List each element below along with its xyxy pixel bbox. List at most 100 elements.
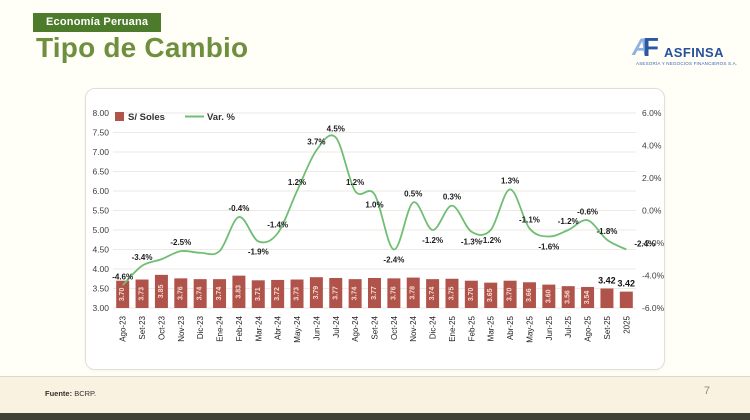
var-label: -1.2% — [422, 236, 443, 245]
bar-Abr-25 — [503, 280, 517, 308]
var-label: 3.7% — [307, 137, 325, 146]
x-label: Abr-24 — [274, 315, 283, 340]
bar-value: 3.60 — [545, 289, 552, 303]
x-label: Nov-24 — [409, 315, 418, 341]
var-label: -2.4% — [383, 256, 404, 265]
x-label: Jul-24 — [332, 315, 341, 337]
bar-value: 3.73 — [139, 287, 146, 301]
x-label: Set-25 — [603, 315, 612, 339]
var-label: -2.5% — [170, 238, 191, 247]
bar-Set-23 — [135, 279, 149, 308]
bar-Dic-24 — [426, 279, 440, 308]
x-label: May-25 — [525, 315, 534, 342]
x-label: Mar-25 — [487, 315, 496, 341]
x-label: May-24 — [293, 315, 302, 342]
bar-Set-25 — [600, 288, 614, 308]
footer: Fuente: BCRP. 7 — [0, 376, 750, 413]
left-axis-tick: 7.00 — [92, 147, 109, 157]
left-axis-tick: 5.50 — [92, 206, 109, 216]
bar-Ago-23 — [116, 280, 130, 308]
var-label: 1.3% — [501, 176, 519, 185]
right-axis-tick: 6.0% — [642, 108, 662, 118]
bar-Jul-25 — [561, 286, 575, 308]
right-axis-tick: 0.0% — [642, 206, 662, 216]
logo-name: ASFINSA — [664, 45, 724, 60]
bar-Ago-24 — [348, 279, 362, 308]
bar-value: 3.74 — [429, 287, 436, 301]
bar-May-25 — [522, 282, 536, 308]
logo-letter-f: F — [643, 32, 659, 62]
bar-Feb-25 — [464, 280, 478, 308]
bar-value: 3.76 — [177, 286, 184, 300]
left-axis-tick: 4.50 — [92, 245, 109, 255]
soles-bars: 3.70 3.73 3.85 3.76 3.74 3.74 3.83 3.71 3.72 3.73… — [116, 274, 635, 308]
bar-Abr-24 — [271, 279, 285, 308]
x-label: Mar-24 — [254, 315, 263, 341]
bar-Jul-24 — [329, 277, 343, 308]
bar-Jun-25 — [542, 284, 556, 308]
var-label: -4.6% — [112, 272, 133, 281]
var-line — [122, 134, 627, 286]
bar-value-outside: 3.42 — [598, 276, 616, 286]
bar-value: 3.74 — [197, 287, 204, 301]
left-axis-tick: 7.50 — [92, 128, 109, 138]
bar-value: 3.83 — [235, 285, 242, 299]
x-label: Feb-25 — [467, 315, 476, 341]
var-label: -3.4% — [132, 253, 153, 262]
legend-line-label: Var. % — [207, 112, 236, 123]
x-label: Abr-25 — [506, 315, 515, 340]
logo-tagline: ASESORÍA Y NEGOCIOS FINANCIEROS S.A. — [636, 61, 738, 66]
x-label: 2025 — [622, 315, 631, 333]
legend: S/ Soles Var. % — [115, 112, 236, 123]
var-label: -1.1% — [519, 215, 540, 224]
bar-value: 3.66 — [526, 288, 533, 302]
right-axis-tick: -6.0% — [642, 303, 664, 313]
page-number: 7 — [703, 385, 710, 397]
bar-value: 3.77 — [332, 286, 339, 300]
bar-value: 3.70 — [468, 287, 475, 301]
source-label: Fuente: — [45, 389, 73, 398]
bar-value: 3.73 — [294, 287, 301, 301]
bar-value: 3.70 — [507, 287, 514, 301]
var-label: -0.6% — [577, 207, 598, 216]
bar-Set-24 — [368, 277, 381, 308]
bar-Nov-24 — [406, 277, 420, 308]
bar-value: 3.56 — [565, 290, 572, 304]
bar-Oct-23 — [154, 274, 168, 308]
page-title: Tipo de Cambio — [36, 32, 249, 63]
var-label: -1.2% — [558, 217, 579, 226]
bar-Nov-23 — [174, 278, 188, 308]
var-label: 1.2% — [288, 178, 306, 187]
bar-Mar-25 — [484, 282, 498, 308]
var-label: -1.8% — [596, 227, 617, 236]
logo-letter-a: A — [632, 34, 650, 61]
bar-Jun-24 — [309, 277, 323, 308]
x-label: Ene-24 — [216, 315, 225, 341]
left-axis-tick: 4.00 — [92, 264, 109, 274]
chart-card: 8.00 7.50 7.00 6.50 6.00 5.50 5.00 4.50 4.00 3.50… — [85, 88, 665, 370]
bar-Oct-24 — [387, 278, 401, 308]
x-label: Dic-23 — [196, 315, 205, 339]
asfinsa-logo: A F ASFINSA ASESORÍA Y NEGOCIOS FINANCIE… — [632, 32, 738, 67]
var-label: 0.3% — [443, 193, 461, 202]
legend-bar-label: S/ Soles — [128, 112, 165, 123]
bar-value: 3.72 — [274, 287, 281, 301]
var-label: 4.5% — [327, 124, 345, 133]
bar-value: 3.78 — [410, 286, 417, 300]
legend-bar-swatch — [115, 112, 124, 121]
x-label: Set-23 — [138, 315, 147, 339]
bottom-strip — [0, 413, 750, 420]
left-axis-tick: 5.00 — [92, 225, 109, 235]
bar-Ene-25 — [445, 278, 459, 308]
bar-value: 3.76 — [390, 286, 397, 300]
bar-May-24 — [290, 279, 304, 308]
bar-value: 3.75 — [448, 286, 455, 300]
var-label: -0.4% — [228, 204, 249, 213]
bar-value: 3.54 — [584, 291, 591, 305]
bar-Dic-23 — [193, 279, 207, 308]
left-axis-tick: 6.00 — [92, 186, 109, 196]
bar-Mar-24 — [251, 280, 265, 308]
var-point-labels: -4.6% -3.4% -2.5% -0.4% -1.9% -1.4% 1.2% 3.7%4.… — [112, 124, 655, 281]
x-label: Oct-24 — [390, 315, 399, 340]
